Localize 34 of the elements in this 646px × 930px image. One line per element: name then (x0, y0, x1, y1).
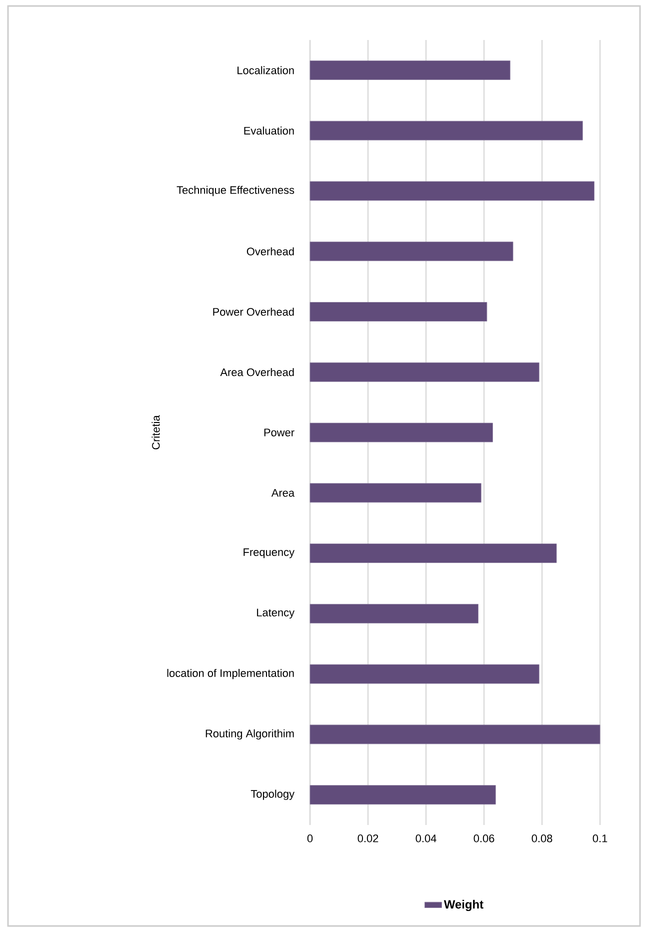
bar (310, 422, 493, 442)
y-tick-label: Area Overhead (220, 368, 294, 376)
bar (310, 483, 482, 503)
bar (310, 60, 510, 80)
y-tick-label: Localization (238, 66, 294, 74)
y-tick-label: Latency (257, 608, 294, 619)
x-tick-label: 0.02 (358, 834, 378, 842)
y-axis-title: Critetia (152, 415, 160, 450)
y-tick-label: Power (264, 428, 294, 436)
bar (310, 120, 583, 140)
y-tick-label: Frequency (244, 548, 294, 558)
y-tick-label: Topology (250, 790, 294, 800)
bar (310, 181, 594, 201)
y-tick-label: location of Implementation (167, 668, 294, 680)
x-tick-label: 0.04 (416, 834, 436, 842)
x-tick-label: 0 (307, 834, 313, 842)
y-tick-label: Area (271, 489, 295, 497)
x-tick-label: 0.06 (474, 834, 494, 842)
bar (310, 724, 600, 744)
bar (310, 362, 540, 382)
y-tick-label: Routing Algorithim (206, 729, 294, 740)
legend-label: Weight (444, 900, 484, 912)
y-tick-label: Evaluation (244, 126, 294, 135)
y-tick-label: Power Overhead (213, 308, 294, 316)
y-tick-label: Technique Effectiveness (176, 186, 294, 196)
x-tick-label: 0.08 (532, 834, 552, 842)
bar (310, 242, 514, 262)
bar (310, 664, 540, 684)
y-tick-label: Overhead (246, 247, 294, 256)
bar (310, 604, 478, 624)
bar (310, 785, 496, 805)
bar (310, 544, 557, 563)
x-tick-label: 0.1 (592, 834, 608, 842)
bar (310, 302, 488, 322)
